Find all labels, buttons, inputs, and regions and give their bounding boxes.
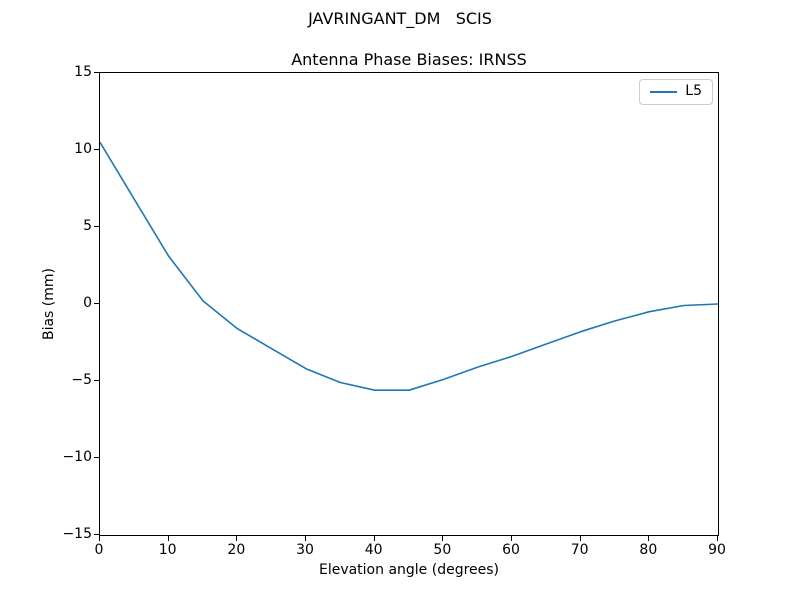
x-tick-mark	[236, 536, 238, 541]
x-tick-mark	[373, 536, 375, 541]
legend: L5	[639, 79, 713, 106]
y-tick-mark	[94, 72, 99, 73]
x-tick-label: 10	[158, 542, 177, 558]
x-tick-mark	[579, 536, 581, 541]
y-tick-mark	[94, 149, 99, 150]
x-tick-label: 60	[502, 542, 520, 558]
y-tick-label: 5	[83, 218, 92, 234]
figure-suptitle: JAVRINGANT_DM SCIS	[308, 9, 492, 28]
y-tick-label: 0	[83, 295, 92, 311]
line-series-l5	[100, 141, 718, 392]
x-tick-label: 0	[94, 542, 104, 558]
x-tick-label: 40	[364, 542, 383, 558]
x-tick-mark	[305, 536, 306, 541]
x-tick-mark	[648, 536, 650, 541]
y-tick-label: −10	[62, 449, 92, 465]
x-tick-mark	[442, 536, 444, 541]
x-tick-mark	[167, 536, 169, 541]
y-tick-mark	[94, 457, 99, 458]
y-tick-mark	[94, 380, 99, 381]
x-tick-mark	[511, 536, 512, 541]
y-tick-label: −15	[62, 526, 92, 542]
y-tick-mark	[94, 303, 99, 304]
y-tick-mark	[94, 226, 99, 227]
x-tick-label: 70	[570, 542, 589, 558]
x-tick-label: 30	[296, 542, 314, 558]
plot-area: L5	[99, 72, 719, 536]
x-tick-label: 50	[433, 542, 452, 558]
y-tick-label: −5	[71, 372, 92, 388]
axes-title: Antenna Phase Biases: IRNSS	[291, 50, 527, 69]
y-tick-mark	[94, 534, 99, 535]
x-tick-mark	[99, 536, 100, 541]
x-tick-label: 20	[227, 542, 246, 558]
bias-curve-svg	[100, 141, 718, 392]
legend-label-l5: L5	[685, 83, 702, 99]
y-tick-label: 10	[74, 141, 92, 157]
x-axis-label: Elevation angle (degrees)	[318, 562, 500, 578]
x-tick-label: 80	[639, 542, 658, 558]
y-tick-label: 15	[74, 64, 92, 80]
legend-line-sample-l5	[650, 90, 678, 93]
x-tick-label: 90	[708, 542, 726, 558]
x-tick-mark	[717, 536, 718, 541]
